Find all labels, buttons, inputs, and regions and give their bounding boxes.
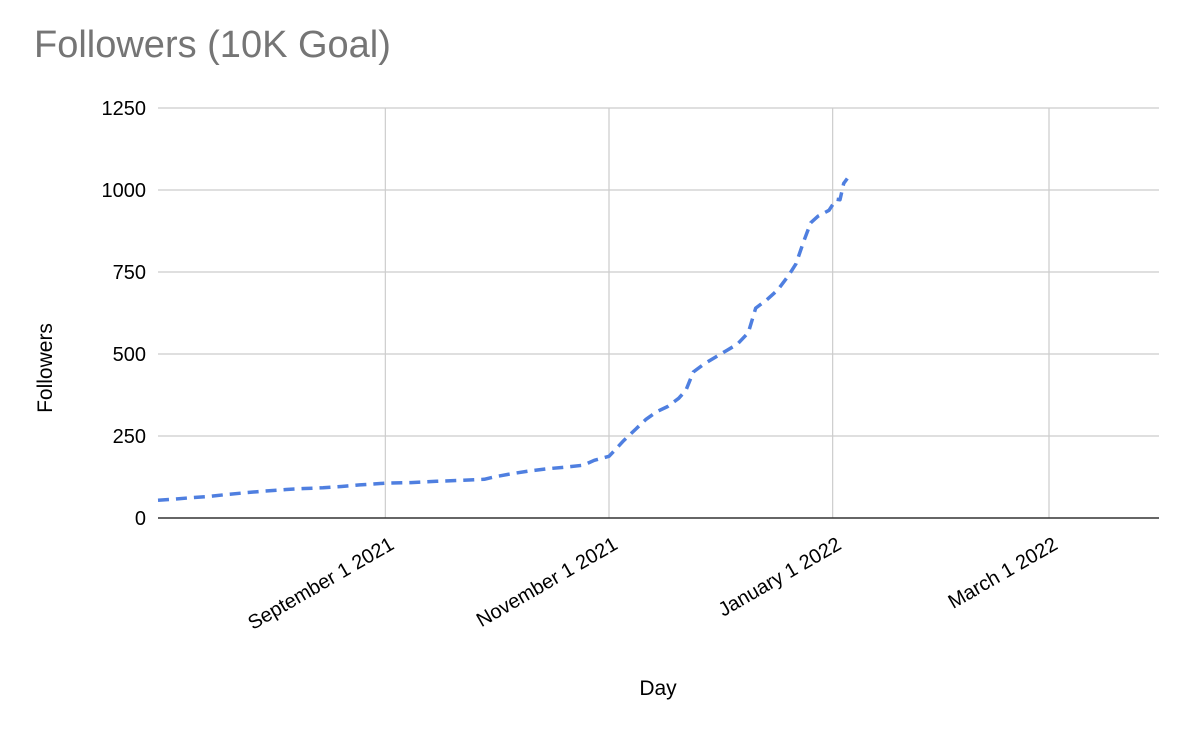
series-line: [157, 177, 849, 503]
x-axis-label: Day: [639, 677, 677, 700]
y-tick-label: 1000: [102, 180, 147, 202]
y-tick-label: 0: [135, 508, 146, 530]
x-tick-label: September 1 2021: [244, 533, 398, 634]
chart-title: Followers (10K Goal): [34, 24, 391, 66]
y-tick-label: 500: [113, 344, 146, 366]
x-tick-label: November 1 2021: [473, 533, 622, 632]
y-tick-labels: 0 250 500 750 1000 1250: [102, 98, 147, 530]
grid-lines: [158, 107, 1159, 518]
y-tick-label: 1250: [102, 98, 147, 120]
x-tick-label: March 1 2022: [945, 533, 1062, 613]
y-tick-label: 250: [113, 426, 146, 448]
y-axis-label: Followers: [34, 323, 57, 413]
series-layer: [157, 177, 849, 503]
x-tick-label: January 1 2022: [715, 533, 845, 621]
y-tick-label: 750: [113, 262, 146, 284]
x-tick-labels: September 1 2021 November 1 2021 January 1…: [244, 533, 1061, 634]
